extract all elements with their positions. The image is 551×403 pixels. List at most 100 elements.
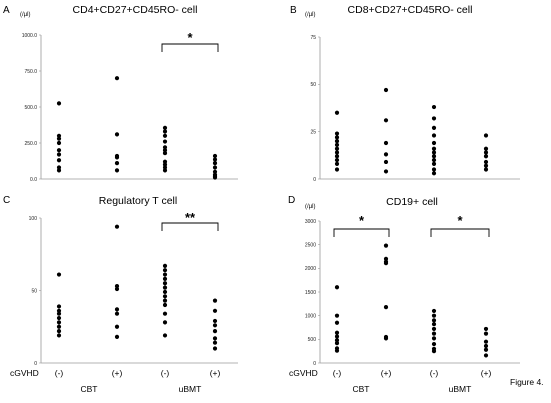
data-point xyxy=(431,313,437,318)
data-point xyxy=(383,243,389,248)
data-point xyxy=(483,339,489,344)
data-point xyxy=(431,308,437,314)
data-point xyxy=(56,329,62,334)
data-point xyxy=(162,148,168,153)
group-label-2: (+) xyxy=(112,368,123,378)
data-point xyxy=(334,161,340,166)
data-point xyxy=(162,294,168,299)
group-label-right-3: (-) xyxy=(430,368,439,378)
data-point xyxy=(162,311,168,316)
significance-bracket xyxy=(430,228,490,237)
data-point xyxy=(212,329,218,334)
data-point xyxy=(334,146,340,151)
panel-c: C Regulatory T cell 0 50 100 ** xyxy=(3,195,238,367)
data-point xyxy=(483,133,489,138)
data-point xyxy=(56,308,62,313)
data-point xyxy=(212,157,218,162)
data-point xyxy=(56,133,62,138)
data-point xyxy=(383,305,389,310)
unit-label: (/µl) xyxy=(305,204,315,210)
significance-bracket xyxy=(333,228,390,237)
data-point xyxy=(483,331,489,336)
data-point xyxy=(431,157,437,163)
data-point xyxy=(334,330,340,335)
data-point xyxy=(162,162,168,167)
data-point xyxy=(212,323,218,328)
data-point xyxy=(334,348,340,353)
data-point xyxy=(383,159,389,165)
y-tick-label: 2500 xyxy=(305,242,316,248)
data-point xyxy=(114,311,120,316)
group-label-right-1: (-) xyxy=(333,368,342,378)
data-point xyxy=(56,272,62,277)
data-point xyxy=(56,136,62,141)
cgvhd-label: cGVHD xyxy=(10,368,39,378)
group-label-right-2: (+) xyxy=(381,368,392,378)
data-point xyxy=(114,307,120,312)
data-point xyxy=(334,320,340,325)
data-point xyxy=(431,336,437,341)
data-point xyxy=(56,333,62,338)
data-point xyxy=(212,336,218,341)
data-point xyxy=(56,304,62,309)
data-point xyxy=(56,101,62,106)
y-tick-label: 500.0 xyxy=(24,105,37,111)
group-label-1: (-) xyxy=(55,368,64,378)
data-point xyxy=(334,285,340,290)
significance-marker: * xyxy=(187,30,193,45)
data-point xyxy=(56,158,62,163)
data-point xyxy=(334,167,340,172)
y-tick-label: 0 xyxy=(34,361,37,367)
data-point xyxy=(56,320,62,325)
unit-label: (/µl) xyxy=(20,12,30,18)
data-point xyxy=(114,284,120,289)
data-point xyxy=(334,154,340,159)
data-point xyxy=(162,159,168,164)
data-point xyxy=(56,148,62,153)
data-point xyxy=(483,163,489,168)
data-point xyxy=(114,168,120,173)
y-tick-label: 750.0 xyxy=(24,69,37,75)
y-tick-label: 50 xyxy=(31,288,37,294)
data-point xyxy=(162,281,168,286)
data-point xyxy=(383,140,389,146)
y-tick-label: 1000 xyxy=(305,313,316,319)
data-point xyxy=(162,302,168,308)
significance-bracket xyxy=(161,43,219,52)
data-point xyxy=(212,165,218,170)
y-tick-label: 500 xyxy=(308,337,317,343)
data-point xyxy=(212,153,218,159)
data-point xyxy=(212,318,218,324)
y-tick-label: 3000 xyxy=(305,219,316,225)
data-point xyxy=(162,165,168,170)
data-point xyxy=(383,152,389,157)
data-point xyxy=(212,169,218,174)
y-tick-label: 1500 xyxy=(305,290,316,296)
data-point xyxy=(334,157,340,163)
y-tick-label: 75 xyxy=(310,35,316,41)
cohort-label-right-cbt: CBT xyxy=(353,384,370,394)
data-point xyxy=(114,161,120,166)
data-point xyxy=(334,131,340,136)
y-tick-label: 50 xyxy=(310,82,316,88)
data-point xyxy=(114,286,120,292)
data-point xyxy=(162,320,168,325)
panel-title: CD4+CD27+CD45RO- cell xyxy=(73,4,198,16)
data-point xyxy=(212,340,218,345)
data-point xyxy=(212,308,218,313)
data-point xyxy=(483,353,489,358)
data-point xyxy=(114,132,120,137)
data-point xyxy=(431,318,437,323)
data-point xyxy=(431,331,437,336)
significance-bracket xyxy=(161,222,219,231)
data-point xyxy=(334,313,340,318)
data-point xyxy=(212,298,218,303)
panel-b: B CD8+CD27+CD45RO- cell (/µl) 0 25 50 75 xyxy=(290,4,520,183)
group-label-4: (+) xyxy=(210,368,221,378)
y-tick-label: 2000 xyxy=(305,266,316,272)
data-point xyxy=(334,341,340,346)
data-point xyxy=(334,334,340,339)
data-point xyxy=(431,140,437,146)
data-point xyxy=(483,154,489,159)
